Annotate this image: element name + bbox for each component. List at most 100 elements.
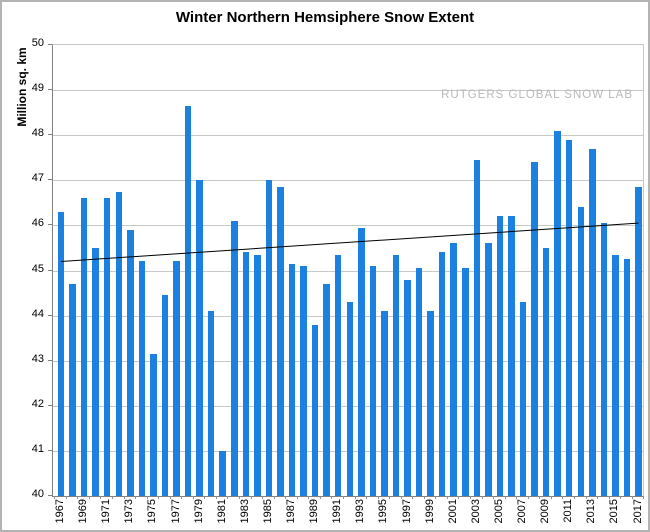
bar-2014 xyxy=(600,223,608,496)
x-tick-11 xyxy=(181,496,183,499)
x-tick-6 xyxy=(123,496,125,499)
x-tick-49 xyxy=(620,496,622,499)
bar-2007 xyxy=(519,302,527,496)
x-tick-36 xyxy=(470,496,472,499)
bar-1985 xyxy=(265,180,273,496)
x-tick-28 xyxy=(377,496,379,499)
x-tick-label-2001: 2001 xyxy=(446,499,459,524)
x-tick-14 xyxy=(215,496,217,499)
x-tick-13 xyxy=(204,496,206,499)
x-tick-39 xyxy=(504,496,506,499)
x-tick-label-2007: 2007 xyxy=(516,499,528,524)
bar-2017 xyxy=(635,187,642,496)
bar-1987 xyxy=(288,263,296,496)
x-tick-19 xyxy=(273,496,275,499)
bar-1981 xyxy=(219,450,226,496)
bar-2008 xyxy=(531,162,538,496)
x-tick-38 xyxy=(493,496,495,499)
x-tick-label-1989: 1989 xyxy=(308,499,321,524)
bar-1970 xyxy=(92,247,99,496)
x-tick-7 xyxy=(135,496,137,499)
bar-1977 xyxy=(173,261,180,496)
x-tick-label-1975: 1975 xyxy=(146,499,159,524)
x-tick-label-2003: 2003 xyxy=(469,499,482,524)
x-tick-43 xyxy=(550,496,552,499)
watermark: RUTGERS GLOBAL SNOW LAB xyxy=(441,89,633,101)
bar-2015 xyxy=(612,254,619,496)
x-tick-label-1969: 1969 xyxy=(77,499,90,524)
x-tick-2 xyxy=(77,496,79,499)
bar-1983 xyxy=(242,252,250,496)
x-tick-label-2015: 2015 xyxy=(608,499,621,524)
bar-1990 xyxy=(323,284,330,496)
x-tick-16 xyxy=(239,496,241,499)
chart-title: Winter Northern Hemsiphere Snow Extent xyxy=(175,9,475,26)
bar-1974 xyxy=(138,261,146,496)
bar-1968 xyxy=(69,284,76,496)
x-tick-40 xyxy=(516,496,518,499)
bar-1979 xyxy=(196,180,203,496)
gridline-49 xyxy=(53,90,643,92)
x-tick-20 xyxy=(285,496,287,499)
x-tick-label-1993: 1993 xyxy=(354,499,367,524)
gridline-48 xyxy=(53,135,643,137)
x-tick-label-1991: 1991 xyxy=(331,499,344,524)
bar-1999 xyxy=(427,311,434,496)
x-tick-34 xyxy=(446,496,448,499)
x-tick-45 xyxy=(573,496,575,499)
x-tick-37 xyxy=(481,496,483,499)
x-tick-label-1971: 1971 xyxy=(100,499,113,524)
x-tick-5 xyxy=(111,496,113,499)
y-tick-label-44: 44 xyxy=(31,307,44,320)
x-tick-24 xyxy=(331,496,333,499)
x-tick-4 xyxy=(100,496,102,499)
x-tick-30 xyxy=(400,496,402,499)
x-tick-29 xyxy=(389,496,391,499)
bar-2016 xyxy=(623,259,631,496)
x-tick-46 xyxy=(585,496,587,499)
x-tick-33 xyxy=(435,496,437,499)
bar-1971 xyxy=(103,198,111,496)
bar-2004 xyxy=(485,243,492,496)
bar-1984 xyxy=(254,254,261,496)
bar-1975 xyxy=(150,353,157,496)
y-tick-label-45: 45 xyxy=(31,262,44,275)
bar-2010 xyxy=(554,130,561,496)
bar-2012 xyxy=(577,207,584,496)
x-tick-22 xyxy=(308,496,310,499)
bar-1972 xyxy=(115,191,122,496)
bar-1994 xyxy=(369,265,377,496)
y-tick-48 xyxy=(48,134,52,136)
x-tick-label-1981: 1981 xyxy=(215,499,228,524)
x-tick-label-1977: 1977 xyxy=(169,499,182,524)
bar-2002 xyxy=(462,268,469,496)
bar-1991 xyxy=(334,254,342,496)
bar-1997 xyxy=(404,279,411,496)
bar-2003 xyxy=(473,160,481,496)
bar-2001 xyxy=(450,243,457,496)
y-tick-43 xyxy=(48,359,52,361)
y-tick-label-40: 40 xyxy=(31,488,44,500)
x-tick-35 xyxy=(458,496,460,499)
y-tick-label-42: 42 xyxy=(31,397,44,410)
x-tick-15 xyxy=(227,496,229,499)
bar-1993 xyxy=(358,227,365,496)
bar-2009 xyxy=(542,247,550,496)
x-tick-47 xyxy=(597,496,599,499)
x-tick-50 xyxy=(631,496,633,499)
bar-2000 xyxy=(438,252,446,496)
gridline-45 xyxy=(53,270,643,272)
x-tick-label-2005: 2005 xyxy=(492,499,505,524)
x-tick-21 xyxy=(296,496,298,499)
x-tick-41 xyxy=(527,496,529,499)
bar-1973 xyxy=(127,229,134,496)
x-tick-27 xyxy=(366,496,368,499)
x-tick-label-1985: 1985 xyxy=(261,499,274,524)
bar-1988 xyxy=(300,265,307,496)
plot-area xyxy=(52,44,644,497)
y-tick-50 xyxy=(48,44,52,45)
bar-2005 xyxy=(496,216,504,496)
bar-1996 xyxy=(392,254,400,496)
x-tick-25 xyxy=(342,496,344,499)
x-tick-label-2017: 2017 xyxy=(631,499,644,524)
